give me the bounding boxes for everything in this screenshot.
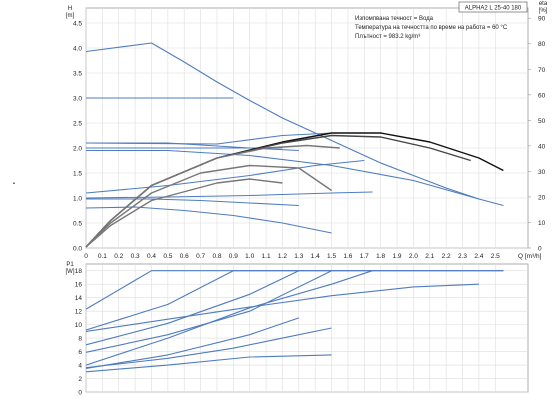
x-tick-label: 0.8 — [212, 253, 221, 260]
power-curve-2 — [85, 270, 300, 346]
power-curve-8 — [85, 354, 332, 373]
y2-axis-label: [%] — [539, 8, 548, 14]
power-y-tick-label: 16 — [75, 282, 83, 289]
power-y-tick-label: 4 — [78, 363, 82, 370]
y2-tick-label: 10 — [538, 220, 546, 227]
y-tick-label: 2.5 — [73, 121, 82, 128]
x-tick-label: 0.6 — [180, 253, 189, 260]
x-tick-label: 2.4 — [474, 253, 483, 260]
head-curve-4 — [86, 142, 299, 152]
x-tick-label: 0.7 — [196, 253, 205, 260]
y2-tick-label: 70 — [538, 67, 546, 74]
annotation-text: Температура на течността по време на раб… — [355, 25, 508, 31]
head-curve-0 — [85, 42, 504, 207]
head-curve-2 — [85, 132, 332, 145]
x-tick-label: 1.6 — [343, 253, 352, 260]
power-curve-7 — [85, 327, 332, 369]
y-tick-label: 3.5 — [73, 71, 82, 78]
head-curve-8 — [86, 198, 299, 207]
x-tick-label: 2.0 — [409, 253, 418, 260]
y2-tick-label: 50 — [538, 118, 546, 125]
power-y-tick-label: 14 — [75, 295, 83, 302]
power-curve-6 — [85, 317, 299, 369]
power-y-tick-label: 12 — [75, 309, 83, 316]
y2-tick-label: 20 — [538, 194, 546, 201]
y-axis-label: H — [68, 6, 72, 12]
y-tick-label: 1.5 — [73, 171, 82, 178]
y-tick-label: 3.0 — [73, 96, 82, 103]
x-tick-label: 1.7 — [360, 253, 369, 260]
power-curve-4 — [85, 270, 373, 366]
x-tick-label: 1.1 — [262, 253, 271, 260]
power-y-tick-label: 0 — [78, 390, 82, 397]
annotation-text: Плътност = 983.2 kg/m³ — [355, 34, 420, 40]
x-tick-label: 2.5 — [491, 253, 500, 260]
power-curve-5 — [85, 283, 479, 332]
x-tick-label: 1.2 — [278, 253, 287, 260]
x-tick-label: 2.1 — [425, 253, 434, 260]
y2-tick-label: 80 — [538, 41, 546, 48]
x-tick-label: 0.3 — [131, 253, 140, 260]
power-y-tick-label: 10 — [75, 322, 83, 329]
y-tick-label: 2.0 — [73, 146, 82, 153]
title-box — [458, 1, 528, 13]
head-curve-7 — [85, 191, 373, 199]
head-curve-12 — [85, 144, 340, 248]
power-y-tick-label: 18 — [75, 268, 83, 275]
y2-tick-label: 60 — [538, 92, 546, 99]
y-tick-label: 1.0 — [73, 196, 82, 203]
x-axis-label: Q [m³/h] — [518, 253, 542, 260]
power-y-axis-label: [W] — [66, 269, 75, 275]
x-tick-label: 0.2 — [114, 253, 123, 260]
x-tick-label: 2.2 — [442, 253, 451, 260]
x-tick-label: 1.0 — [245, 253, 254, 260]
head-curve-14 — [85, 178, 283, 248]
y2-axis-label: eta — [539, 1, 548, 7]
y-tick-label: 0.5 — [73, 221, 82, 228]
y-tick-label: 4.5 — [73, 21, 82, 28]
y-tick-label: 4.0 — [73, 46, 82, 53]
x-tick-label: 1.8 — [376, 253, 385, 260]
y2-tick-label: 40 — [538, 143, 546, 150]
x-tick-label: 2.3 — [458, 253, 467, 260]
bullet-dot: . — [12, 171, 16, 187]
power-curve-0 — [85, 270, 504, 310]
x-tick-label: 1.9 — [393, 253, 402, 260]
y-axis-label: [m] — [66, 13, 75, 19]
power-y-tick-label: 2 — [78, 376, 82, 383]
power-curve-1 — [85, 270, 504, 331]
x-tick-label: 0.5 — [163, 253, 172, 260]
power-y-axis-label: P1 — [66, 262, 74, 268]
x-tick-label: 0.9 — [229, 253, 238, 260]
y2-tick-label: 30 — [538, 169, 546, 176]
x-tick-label: 1.4 — [311, 253, 320, 260]
x-tick-label: 0 — [84, 253, 88, 260]
y-tick-label: 0.0 — [73, 246, 82, 253]
x-tick-label: 1.5 — [327, 253, 336, 260]
annotation-text: Изпомпвана течност = Вода — [355, 16, 434, 22]
x-tick-label: 0.4 — [147, 253, 156, 260]
power-y-tick-label: 6 — [78, 349, 82, 356]
head-curve-6 — [85, 159, 365, 194]
title-box-text: ALPHA2 L 25-40 180 — [465, 6, 522, 12]
x-tick-label: 0.1 — [98, 253, 107, 260]
y2-tick-label: 90 — [538, 16, 546, 23]
head-curve-13 — [85, 164, 332, 248]
head-curve-5 — [86, 149, 480, 200]
x-tick-label: 1.3 — [294, 253, 303, 260]
power-y-tick-label: 8 — [78, 336, 82, 343]
y2-tick-label: 0 — [538, 246, 542, 253]
